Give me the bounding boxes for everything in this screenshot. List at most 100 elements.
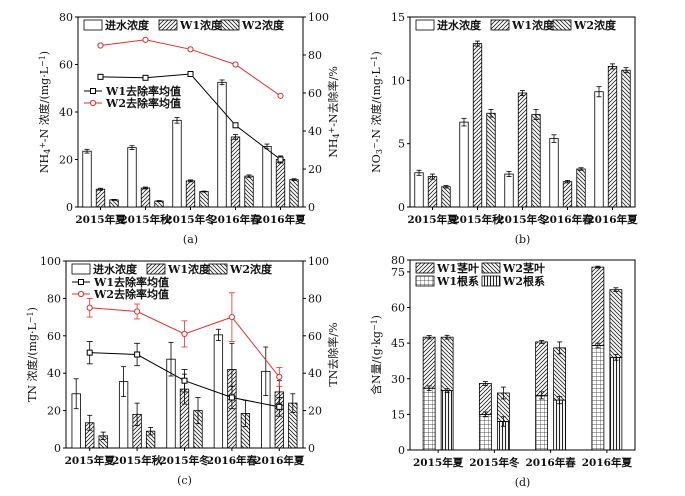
bar <box>553 347 567 401</box>
y2-tick-label: 40 <box>308 125 322 138</box>
y-axis-title: NO3−-N 浓度/(mg·L−1) <box>369 51 384 173</box>
legend-swatch <box>490 19 510 31</box>
line-marker-square <box>277 156 284 163</box>
y2-tick-label: 80 <box>308 292 322 305</box>
svg-text:TN 浓度/(mg·L−1): TN 浓度/(mg·L−1) <box>25 307 39 402</box>
x-tick-label: 2015年秋 <box>452 213 503 226</box>
legend-label: W2浓度 <box>573 18 617 32</box>
panel-d-frame <box>409 259 636 451</box>
legend-label: W1浓度 <box>167 262 211 276</box>
y-tick-label: 40 <box>47 367 61 380</box>
bar <box>140 187 151 208</box>
y-tick-label: 0 <box>398 444 405 457</box>
legend-marker-circle <box>89 99 97 107</box>
x-tick-label: 2015年夏 <box>65 454 116 467</box>
x-tick-label: 2016年春 <box>207 454 258 467</box>
y-tick-label: 10 <box>391 74 405 87</box>
bar <box>422 387 436 451</box>
bar <box>440 390 454 451</box>
legend-label: W1根系 <box>436 274 479 288</box>
legend-swatch <box>415 275 435 287</box>
legend-label: W1去除率均值 <box>105 84 181 98</box>
y-axis-title: NH4+-N 浓度/(mg·L−1) <box>37 51 52 173</box>
y2-tick-label: 100 <box>308 255 329 268</box>
y-tick-label: 15 <box>391 408 405 421</box>
y2-axis-title: TN去除率/% <box>326 322 340 386</box>
y-tick-label: 45 <box>391 337 405 350</box>
y-axis-title: TN 浓度/(mg·L−1) <box>25 307 39 402</box>
line-marker-square <box>97 73 104 80</box>
legend-marker-circle <box>77 290 85 298</box>
y2-tick-label: 60 <box>308 87 322 100</box>
x-tick-label: 2016年春 <box>210 213 261 226</box>
x-tick-label: 2016年夏 <box>587 213 638 226</box>
bar <box>478 413 492 451</box>
bar <box>504 173 514 208</box>
line-marker-square <box>187 71 194 77</box>
y2-tick-label: 20 <box>308 405 322 418</box>
bar <box>262 146 272 208</box>
x-tick-label: 2015年夏 <box>413 456 464 469</box>
bar <box>459 121 469 208</box>
y2-tick-label: 20 <box>308 163 322 176</box>
bar <box>535 394 549 451</box>
bar <box>478 383 492 415</box>
y-tick-label: 80 <box>47 292 61 305</box>
legend-label: W2茎叶 <box>502 261 545 275</box>
y2-axis-title: NH4+-N去除率/% <box>326 66 341 158</box>
panel-label: (d) <box>515 476 531 489</box>
panel-b <box>407 16 636 210</box>
line-marker-square <box>232 122 239 129</box>
line-marker-circle <box>228 314 235 321</box>
legend-swatch <box>158 19 178 31</box>
panel-d <box>407 259 636 453</box>
line-marker-circle <box>232 61 239 68</box>
x-tick-label: 2015年冬 <box>497 213 548 226</box>
y-tick-label: 30 <box>391 373 405 386</box>
bar <box>591 266 605 346</box>
y2-tick-label: 40 <box>308 367 322 380</box>
bar <box>172 119 182 208</box>
y2-tick-label: 60 <box>308 330 322 343</box>
bar <box>422 336 436 389</box>
y-tick-label: 20 <box>47 405 61 418</box>
bar <box>217 81 227 208</box>
legend-label: 进水浓度 <box>93 262 138 276</box>
bar <box>199 191 209 208</box>
bar <box>185 180 196 208</box>
legend-marker-square <box>78 279 84 285</box>
legend-label: W2去除率均值 <box>105 96 181 110</box>
panel-label: (a) <box>183 233 198 246</box>
y-axis-title: 含N量/(g·kg−1) <box>369 315 383 395</box>
bar <box>441 186 451 208</box>
bar <box>549 138 559 208</box>
y-tick-label: 0 <box>398 201 405 214</box>
x-tick-label: 2015年冬 <box>159 454 210 467</box>
line-marker-circle <box>142 36 149 43</box>
bar <box>607 66 618 208</box>
line-marker-square <box>134 351 141 358</box>
legend-swatch <box>481 275 501 287</box>
y2-tick-label: 0 <box>308 201 315 214</box>
panel-c <box>63 260 306 451</box>
y-tick-label: 0 <box>54 442 61 455</box>
bar <box>275 159 286 208</box>
bar <box>562 181 573 208</box>
x-tick-label: 2016年夏 <box>582 456 633 469</box>
bar <box>95 188 106 208</box>
svg-text:NH4+-N去除率/%: NH4+-N去除率/% <box>326 66 341 158</box>
legend-swatch <box>552 19 572 31</box>
svg-text:NH4+-N 浓度/(mg·L−1): NH4+-N 浓度/(mg·L−1) <box>37 51 52 173</box>
legend-swatch <box>146 263 166 275</box>
x-tick-label: 2016年春 <box>542 213 593 226</box>
y-tick-label: 75 <box>391 266 405 279</box>
y2-tick-label: 100 <box>308 11 329 24</box>
y2-tick-label: 80 <box>308 49 322 62</box>
bar <box>109 199 119 208</box>
x-tick-label: 2015年秋 <box>112 454 163 467</box>
line-marker-circle <box>97 42 104 49</box>
line-marker-square <box>276 403 283 410</box>
line-marker-circle <box>181 330 188 338</box>
bar <box>535 341 549 396</box>
